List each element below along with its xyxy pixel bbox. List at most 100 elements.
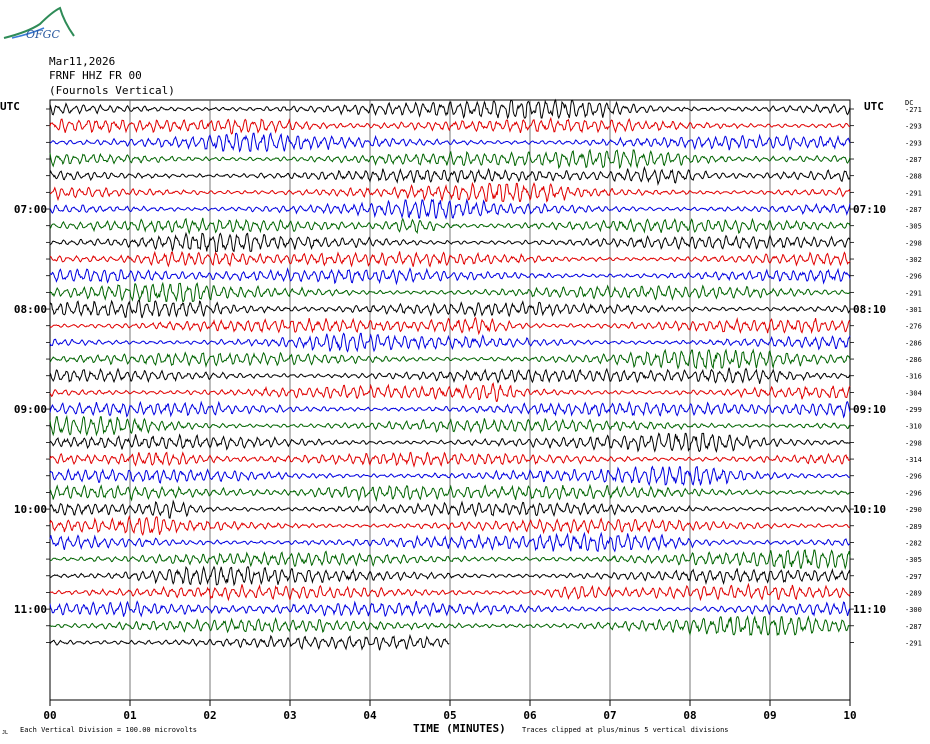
dc-offset-label: -290 (905, 506, 922, 514)
dc-offset-label: -297 (905, 573, 922, 581)
seismic-trace (49, 400, 851, 419)
logo-mountain-icon (3, 6, 75, 39)
seismic-trace (49, 267, 851, 286)
dc-offset-label: -271 (905, 106, 922, 114)
right-utc-label: UTC (864, 100, 884, 113)
x-tick-label: 04 (363, 709, 377, 722)
seismic-trace (49, 499, 851, 519)
seismic-trace (49, 382, 851, 403)
x-tick-label: 06 (523, 709, 537, 722)
seismic-trace (49, 250, 851, 268)
dc-offset-label: -293 (905, 123, 922, 131)
dc-offset-label: -316 (905, 373, 922, 381)
seismic-trace (49, 198, 851, 220)
left-utc-label: UTC (0, 100, 20, 113)
x-tick-label: 05 (443, 709, 456, 722)
seismic-trace (49, 116, 851, 135)
dc-offset-label: -288 (905, 173, 922, 181)
dc-offset-label: -305 (905, 556, 922, 564)
left-hour-label: 09:00 (14, 403, 47, 416)
seismic-trace (49, 582, 851, 602)
seismic-trace (49, 148, 851, 170)
dc-offset-label: -298 (905, 439, 922, 447)
seismic-trace (49, 316, 851, 336)
left-hour-label: 10:00 (14, 503, 47, 516)
right-hour-label: 11:10 (853, 603, 886, 616)
dc-offset-label: -286 (905, 356, 922, 364)
dc-offset-label: -300 (905, 606, 922, 614)
dc-offset-label: -287 (905, 623, 922, 631)
seismic-trace (49, 217, 851, 235)
seismic-trace (49, 281, 851, 303)
ofgc-logo: OFGC (0, 2, 80, 44)
dc-offset-label: -287 (905, 206, 922, 214)
seismic-trace (49, 515, 851, 537)
seismic-trace (49, 332, 851, 353)
dc-offset-label: -282 (905, 539, 922, 547)
seismic-trace (49, 531, 850, 553)
left-hour-label: 11:00 (14, 603, 47, 616)
dc-offset-label: -298 (905, 239, 922, 247)
dc-offset-label: -299 (905, 406, 922, 414)
dc-offset-label: -302 (905, 256, 922, 264)
seismic-trace (49, 614, 851, 637)
x-tick-label: 08 (683, 709, 696, 722)
seismic-trace (49, 483, 851, 503)
dc-offset-label: -310 (905, 423, 922, 431)
right-hour-label: 09:10 (853, 403, 886, 416)
seismic-trace (49, 348, 851, 370)
station-code: FRNF HHZ FR 00 (49, 69, 142, 82)
dc-offset-label: -289 (905, 589, 922, 597)
x-tick-label: 03 (283, 709, 296, 722)
seismic-trace (49, 367, 851, 384)
x-tick-label: 02 (203, 709, 216, 722)
corner-mark: JL (2, 730, 9, 736)
dc-offset-label: -314 (905, 456, 922, 464)
left-hour-label: 07:00 (14, 203, 47, 216)
dc-offset-label: -276 (905, 323, 922, 331)
seismic-trace (49, 414, 851, 437)
station-location: (Fournols Vertical) (49, 84, 175, 97)
dc-offset-label: -301 (905, 306, 922, 314)
seismic-trace (49, 98, 851, 120)
x-tick-label: 00 (43, 709, 56, 722)
dc-offset-label: -296 (905, 273, 922, 281)
seismic-trace (49, 600, 851, 618)
seismic-trace (49, 181, 851, 203)
dc-offset-label: -296 (905, 489, 922, 497)
seismic-trace (49, 549, 851, 570)
dc-offset-label: -291 (905, 289, 922, 297)
seismic-trace (49, 451, 851, 468)
dc-offset-label: -293 (905, 139, 922, 147)
dc-offset-label: -289 (905, 523, 922, 531)
x-tick-label: 01 (123, 709, 137, 722)
seismic-trace (49, 231, 851, 253)
dc-offset-label: -291 (905, 639, 922, 647)
dc-label: DC (905, 99, 914, 107)
dc-offset-label: -296 (905, 473, 922, 481)
dc-offset-label: -287 (905, 156, 922, 164)
seismic-trace (49, 165, 851, 186)
x-tick-label: 07 (603, 709, 616, 722)
dc-offset-label: -286 (905, 339, 922, 347)
seismic-trace (49, 299, 851, 319)
right-hour-label: 08:10 (853, 303, 886, 316)
x-axis-title: TIME (MINUTES) (413, 722, 506, 735)
seismic-trace (49, 432, 851, 453)
dc-offset-label: -304 (905, 389, 922, 397)
x-tick-label: 09 (763, 709, 776, 722)
scale-note: Each Vertical Division = 100.00 microvol… (20, 726, 198, 734)
left-hour-label: 08:00 (14, 303, 47, 316)
logo-text: OFGC (26, 28, 60, 41)
seismic-trace (49, 565, 851, 587)
seismic-trace (49, 465, 851, 487)
dc-offset-label: -305 (905, 223, 922, 231)
record-date: Mar11,2026 (49, 55, 116, 68)
right-hour-label: 07:10 (853, 203, 886, 216)
right-hour-label: 10:10 (853, 503, 886, 516)
clip-note: Traces clipped at plus/minus 5 vertical … (522, 726, 729, 734)
x-tick-label: 10 (843, 709, 856, 722)
seismic-trace (49, 633, 450, 651)
dc-offset-label: -291 (905, 189, 922, 197)
